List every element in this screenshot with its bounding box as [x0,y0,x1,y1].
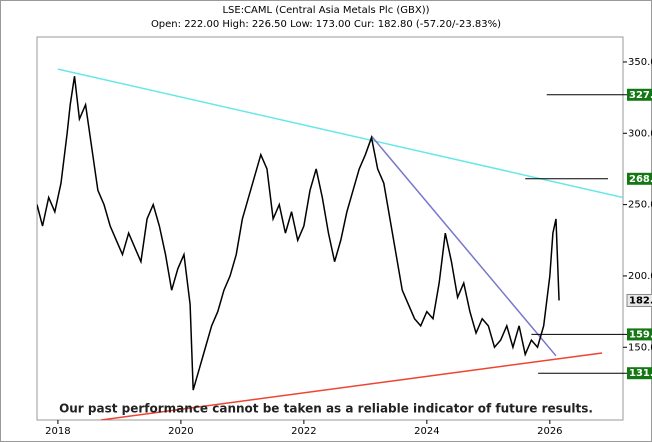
level-box [627,172,652,185]
level-label: 159.0 [629,329,652,340]
y-tick-label: 150.0 [628,342,652,353]
level-box [627,367,652,380]
level-box [627,328,652,341]
y-tick-label: 200.0 [628,271,652,282]
trend-line [57,68,623,199]
level-box [626,293,652,307]
trend-line [370,135,557,357]
x-tick-label: 2018 [45,426,70,437]
chart-title: LSE:CAML (Central Asia Metals Plc (GBX)) [222,5,429,16]
level-box [627,88,652,101]
y-tick-label: 350.0 [628,57,652,68]
level-label: 268.1 [629,174,652,185]
chart-subtitle: Open: 222.00 High: 226.50 Low: 173.00 Cu… [151,19,501,30]
x-tick-label: 2026 [537,426,562,437]
level-label: 131.8 [629,368,652,379]
x-tick-label: 2022 [291,426,316,437]
y-tick-label: 300.0 [628,128,652,139]
level-label: 182.8 [629,295,652,306]
x-tick-label: 2020 [168,426,193,437]
plot-area [36,36,624,421]
level-label: 327.0 [629,90,652,101]
x-tick-label: 2024 [414,426,439,437]
trend-line [100,352,603,420]
y-tick-label: 250.0 [628,200,652,211]
disclaimer: Our past performance cannot be taken as … [59,402,593,416]
price-line [37,76,560,391]
